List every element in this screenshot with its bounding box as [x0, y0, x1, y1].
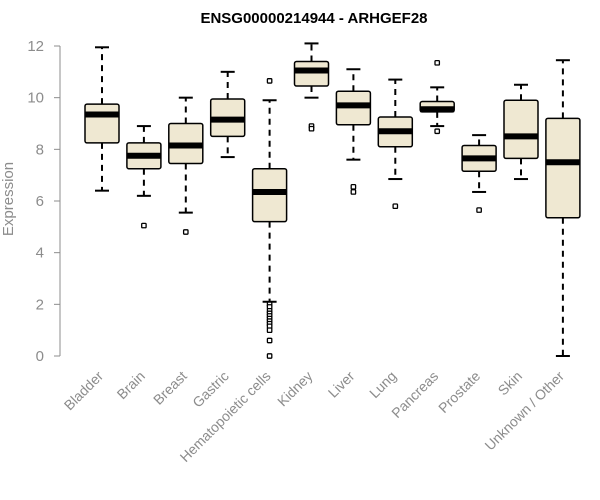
outlier-point	[434, 59, 441, 66]
x-tick-label: Pancreas	[388, 368, 441, 421]
outlier-point	[476, 207, 482, 213]
boxes	[84, 42, 581, 359]
outlier-point	[350, 183, 357, 190]
y-tick-label: 2	[36, 296, 44, 313]
box-group	[168, 96, 204, 235]
y-tick-label: 8	[36, 141, 44, 158]
y-axis-label: Expression	[0, 162, 17, 236]
outlier-point	[266, 327, 273, 334]
x-tick-label: Lung	[366, 368, 399, 401]
x-tick-label: Brain	[114, 368, 148, 402]
y-tick-label: 12	[27, 38, 44, 55]
outlier-point	[141, 222, 147, 229]
x-tick-label: Unknown / Other	[481, 368, 567, 454]
box-group	[126, 125, 162, 229]
outlier-point	[350, 189, 357, 195]
y-tick-label: 0	[36, 348, 44, 365]
outlier-point	[308, 125, 315, 132]
y-tick-label: 4	[36, 245, 44, 262]
box-group	[461, 134, 497, 213]
iqr-box	[293, 60, 330, 87]
outlier-point	[266, 78, 273, 84]
x-tick-label: Kidney	[274, 368, 316, 410]
outlier-point	[266, 337, 273, 344]
chart-title: ENSG00000214944 - ARHGEF28	[200, 10, 427, 27]
box-group	[293, 42, 330, 132]
box-group	[84, 46, 120, 192]
iqr-box	[251, 167, 288, 223]
x-tick-label: Skin	[495, 368, 526, 399]
box-group	[503, 83, 539, 181]
box-group	[545, 59, 581, 357]
outlier-point	[434, 128, 441, 135]
y-axis: 0 2 4 6 8 10 12	[27, 38, 61, 365]
outlier-point	[182, 229, 189, 235]
outlier-point	[392, 203, 399, 210]
x-tick-label: Bladder	[61, 368, 107, 414]
box-group	[251, 78, 288, 359]
box-group	[377, 78, 414, 210]
box-group	[209, 70, 246, 159]
x-tick-label: Prostate	[435, 368, 483, 416]
y-tick-label: 6	[36, 193, 44, 210]
iqr-box	[503, 99, 539, 160]
x-tick-label: Breast	[150, 368, 190, 408]
iqr-box	[545, 117, 581, 219]
y-tick-label: 10	[27, 90, 44, 107]
outlier-point	[266, 353, 273, 359]
box-group	[419, 59, 455, 135]
box-group	[335, 68, 372, 195]
iqr-box	[84, 103, 120, 144]
x-tick-label: Liver	[325, 368, 358, 401]
